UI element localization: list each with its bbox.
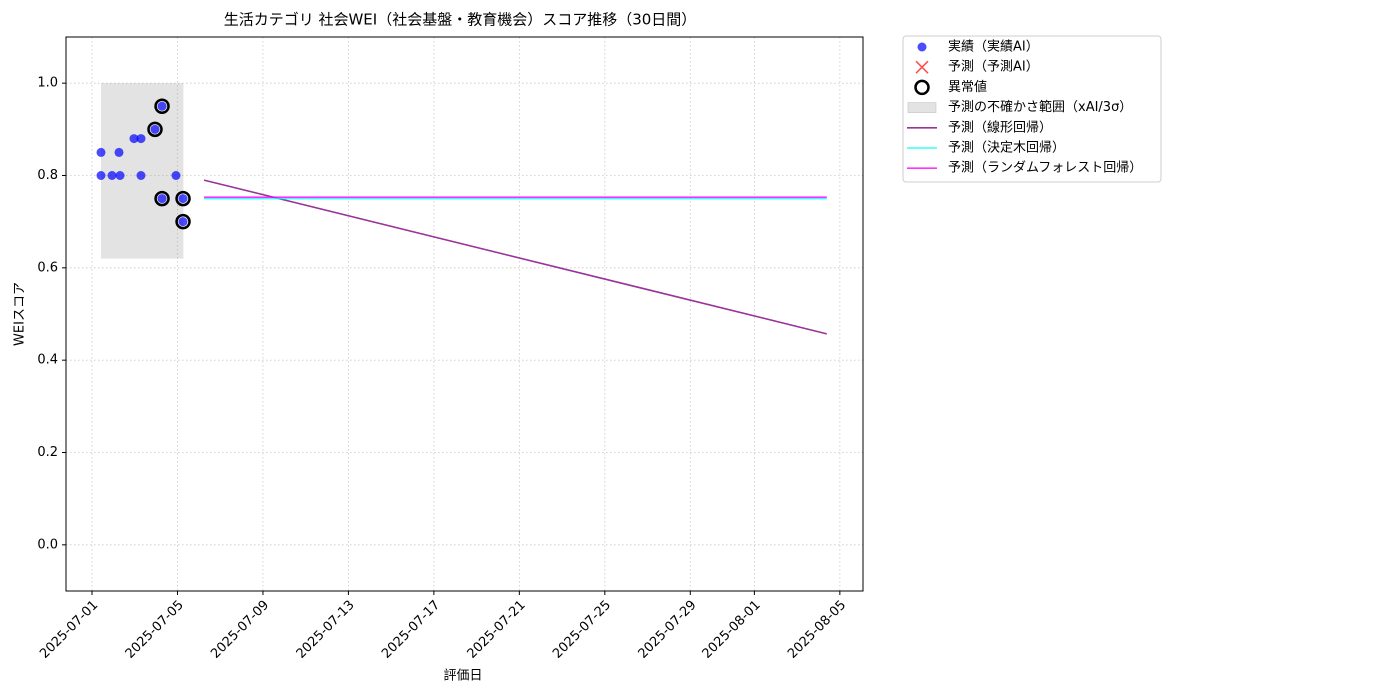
plot-frame [65,36,864,592]
x-tick-label: 2025-08-05 [785,598,849,662]
x-tick-label: 2025-07-13 [294,598,358,662]
x-axis-label: 評価日 [443,669,482,684]
data-point [136,134,146,144]
legend-label: 予測（線形回帰） [948,119,1052,135]
data-point [178,194,188,204]
legend-marker [907,102,937,113]
y-axis-label: WEIスコア [13,282,28,346]
outlier-marker [175,190,191,207]
x-tick-label: 2025-07-21 [465,598,529,662]
data-point [136,171,146,180]
legend-label: 予測（予測AI） [948,60,1039,75]
data-point [115,171,125,180]
data-point [114,147,124,157]
legend-label: 異常値 [948,79,987,95]
uncertainty-band [101,83,184,259]
y-tick-label: 1.0 [37,76,58,91]
legend-label: 実績（実績AI） [948,39,1039,55]
data-point [107,171,117,180]
x-tick-label: 2025-07-17 [379,598,443,662]
x-tick-label: 2025-07-09 [208,598,272,662]
x-tick-label: 2025-07-29 [636,598,700,662]
data-point [178,217,188,227]
legend-marker [917,42,927,52]
data-point [129,134,139,144]
x-tick-label: 2025-07-25 [550,598,614,662]
legend-label: 予測の不確かさ範囲（xAI/3σ） [948,99,1132,115]
x-tick-label: 2025-07-01 [37,598,101,662]
legend-label: 予測（ランダムフォレスト回帰） [948,160,1142,176]
y-tick-label: 0.0 [37,537,58,552]
data-point [171,171,181,180]
outlier-marker [175,213,191,230]
y-tick-label: 0.8 [37,168,58,183]
legend-frame [902,35,1162,183]
legend-marker [914,79,930,96]
y-tick-label: 0.2 [37,445,58,460]
data-point [96,147,106,157]
data-point [157,101,167,111]
chart-title: 生活カテゴリ 社会WEI（社会基盤・教育機会）スコア推移（30日間） [224,11,697,29]
outlier-marker [147,121,163,138]
data-point [96,171,106,180]
outlier-marker [154,190,170,207]
outlier-marker [154,98,170,114]
legend-label: 予測（決定木回帰） [948,140,1065,156]
y-tick-label: 0.4 [37,353,58,368]
data-point [150,124,160,134]
data-point [157,194,167,204]
x-tick-label: 2025-08-01 [700,598,764,662]
forecast-line [203,179,827,335]
x-tick-label: 2025-07-05 [123,598,187,662]
legend-marker [915,60,929,74]
y-tick-label: 0.6 [37,260,58,275]
